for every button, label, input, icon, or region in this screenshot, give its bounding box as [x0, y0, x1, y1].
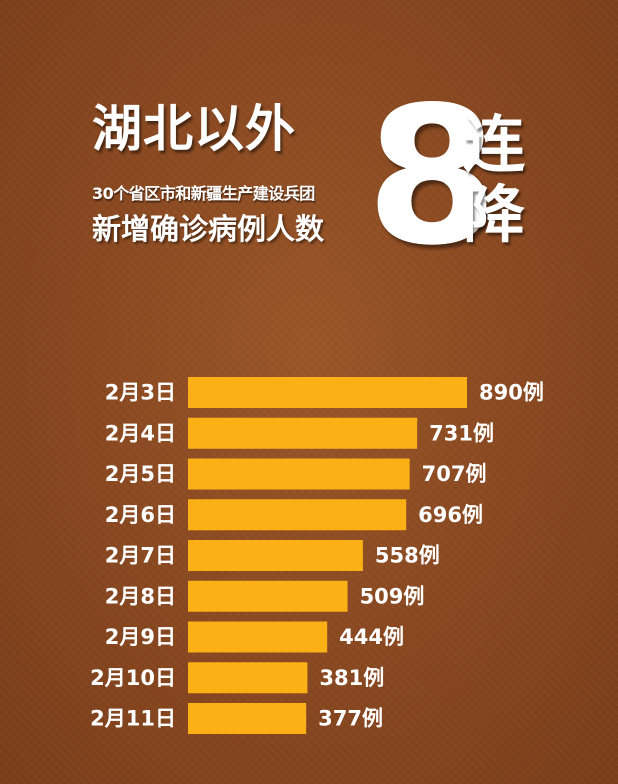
category-label: 2月9日 [105, 625, 176, 649]
bar-value-label: 558例 [375, 544, 440, 568]
category-label: 2月11日 [90, 707, 176, 731]
bar-value-label: 509例 [360, 584, 425, 608]
category-label: 2月6日 [105, 503, 176, 527]
bar-value-label: 444例 [339, 625, 404, 649]
bar [188, 662, 308, 694]
bar [188, 377, 467, 408]
bar [188, 499, 407, 531]
bar-value-label: 381例 [319, 666, 384, 690]
title-char-lian: 连 [463, 108, 526, 181]
title-main: 湖北以外 [92, 100, 296, 158]
bar [188, 458, 410, 490]
title-subtitle-regions: 30个省区市和新疆生产建设兵团 [92, 184, 315, 203]
bar-value-label: 696例 [418, 503, 483, 527]
bar-value-label: 707例 [422, 462, 487, 486]
title-char-jiang: 降 [463, 178, 526, 251]
bar-value-label: 377例 [318, 707, 383, 731]
category-label: 2月4日 [105, 421, 176, 445]
title-subtitle-metric: 新增确诊病例人数 [92, 212, 325, 246]
category-label: 2月5日 [105, 462, 176, 486]
bar [188, 703, 307, 734]
category-label: 2月7日 [105, 544, 176, 568]
bar-value-label: 731例 [429, 421, 494, 445]
bar [188, 580, 348, 612]
bar [188, 540, 363, 571]
category-label: 2月10日 [90, 666, 176, 690]
bar [188, 417, 418, 449]
bar [188, 621, 328, 653]
category-label: 2月8日 [105, 584, 176, 608]
consecutive-count-number: 8 [366, 66, 499, 287]
bar-value-label: 890例 [479, 381, 544, 405]
category-label: 2月3日 [105, 381, 176, 405]
